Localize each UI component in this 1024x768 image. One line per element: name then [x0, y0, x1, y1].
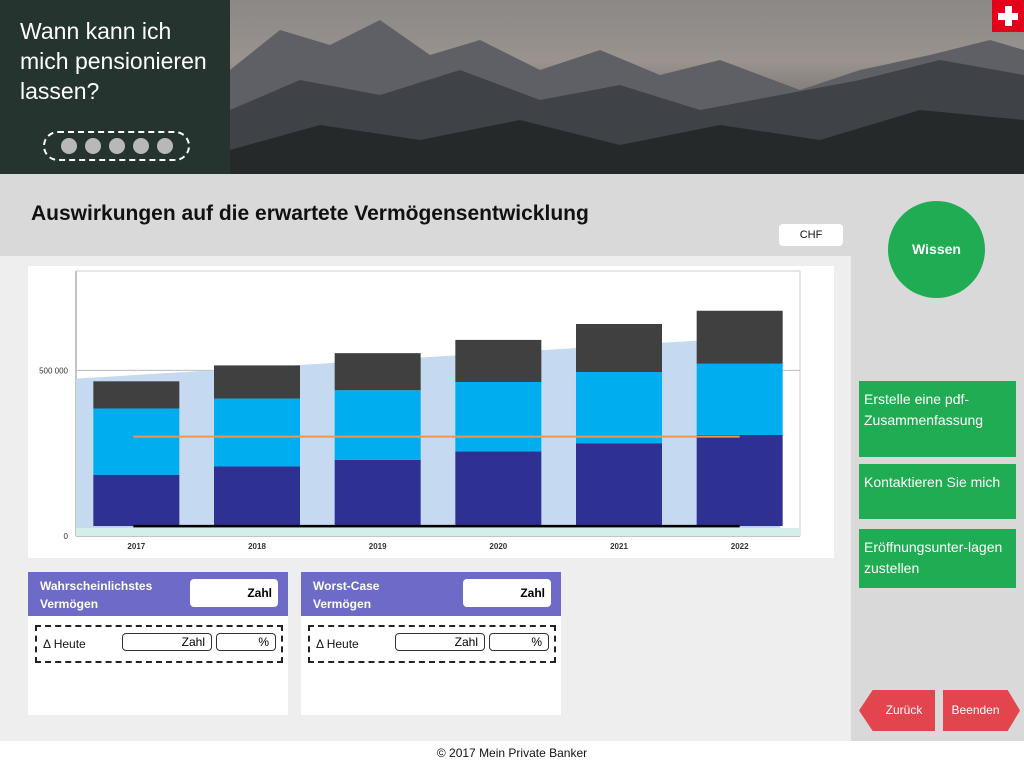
- progress-dot: [108, 138, 125, 154]
- x-tick-label: 2020: [489, 542, 507, 551]
- bar-segment: [576, 324, 662, 373]
- x-tick-label: 2022: [731, 542, 749, 551]
- end-button[interactable]: Beenden: [943, 690, 1020, 731]
- delta-percent-field[interactable]: %: [489, 633, 549, 651]
- y-tick-label: 500 000: [39, 366, 68, 375]
- card-value-field[interactable]: Zahl: [190, 579, 278, 607]
- bar-segment: [214, 365, 300, 399]
- progress-dot: [60, 138, 77, 154]
- x-tick-label: 2017: [127, 542, 145, 551]
- wissen-button[interactable]: Wissen: [888, 201, 985, 298]
- contact-me-button[interactable]: Kontaktieren Sie mich: [859, 464, 1016, 519]
- delta-value-field[interactable]: Zahl: [122, 633, 212, 651]
- progress-dot: [156, 138, 173, 154]
- bar-segment: [696, 310, 783, 364]
- send-opening-docs-button[interactable]: Eröffnungsunter-lagen zustellen: [859, 529, 1016, 588]
- delta-row: Δ Heute Zahl %: [35, 625, 283, 663]
- card-label: Wahrscheinlichstes Vermögen: [40, 579, 153, 611]
- back-button[interactable]: Zurück: [859, 690, 935, 731]
- bar-segment: [696, 363, 783, 435]
- bar-segment: [576, 372, 662, 444]
- hero-banner: Wann kann ich mich pensionieren lassen?: [0, 0, 1024, 174]
- currency-badge: CHF: [779, 224, 843, 246]
- card-label: Worst-Case Vermögen: [313, 579, 380, 611]
- bar-segment: [334, 353, 421, 391]
- bar-segment: [334, 390, 421, 460]
- swiss-cross-icon: [992, 0, 1024, 32]
- card-header: Wahrscheinlichstes Vermögen Zahl: [28, 572, 288, 616]
- progress-dot: [132, 138, 149, 154]
- bar-segment: [455, 339, 542, 382]
- title-panel: Wann kann ich mich pensionieren lassen?: [0, 0, 230, 174]
- bar-segment: [455, 451, 542, 527]
- progress-dot: [84, 138, 101, 154]
- bar-segment: [696, 434, 783, 527]
- bar-segment: [214, 466, 300, 527]
- x-tick-label: 2019: [369, 542, 387, 551]
- bar-segment: [93, 381, 180, 409]
- bar-segment: [455, 381, 542, 452]
- base-band: [76, 528, 800, 536]
- x-tick-label: 2018: [248, 542, 266, 551]
- delta-label: Δ Heute: [43, 637, 86, 651]
- delta-row: Δ Heute Zahl %: [308, 625, 556, 663]
- bar-segment: [334, 459, 421, 527]
- copyright-footer: © 2017 Mein Private Banker: [0, 741, 1024, 768]
- section-header: Auswirkungen auf die erwartete Vermögens…: [0, 174, 851, 256]
- bar-segment: [576, 443, 662, 527]
- delta-percent-field[interactable]: %: [216, 633, 276, 651]
- likely-wealth-card: Wahrscheinlichstes Vermögen Zahl Δ Heute…: [28, 572, 288, 715]
- x-tick-label: 2021: [610, 542, 628, 551]
- create-pdf-button[interactable]: Erstelle eine pdf-Zusammenfassung: [859, 381, 1016, 457]
- bar-segment: [214, 398, 300, 467]
- page-question-title: Wann kann ich mich pensionieren lassen?: [20, 18, 207, 104]
- delta-label: Δ Heute: [316, 637, 359, 651]
- worst-case-card: Worst-Case Vermögen Zahl Δ Heute Zahl %: [301, 572, 561, 715]
- section-title: Auswirkungen auf die erwartete Vermögens…: [31, 202, 589, 225]
- wealth-chart: 0 500 000 2017 2018 2019 2020 2021 2022: [28, 266, 834, 558]
- mountain-landscape-image: [230, 20, 1024, 174]
- bar-segment: [93, 474, 180, 527]
- card-value-field[interactable]: Zahl: [463, 579, 551, 607]
- y-tick-label: 0: [64, 532, 69, 541]
- bar-segment: [93, 408, 180, 475]
- chart-svg: 0 500 000 2017 2018 2019 2020 2021 2022: [39, 270, 801, 551]
- delta-value-field[interactable]: Zahl: [395, 633, 485, 651]
- card-header: Worst-Case Vermögen Zahl: [301, 572, 561, 616]
- progress-indicator: [43, 131, 190, 161]
